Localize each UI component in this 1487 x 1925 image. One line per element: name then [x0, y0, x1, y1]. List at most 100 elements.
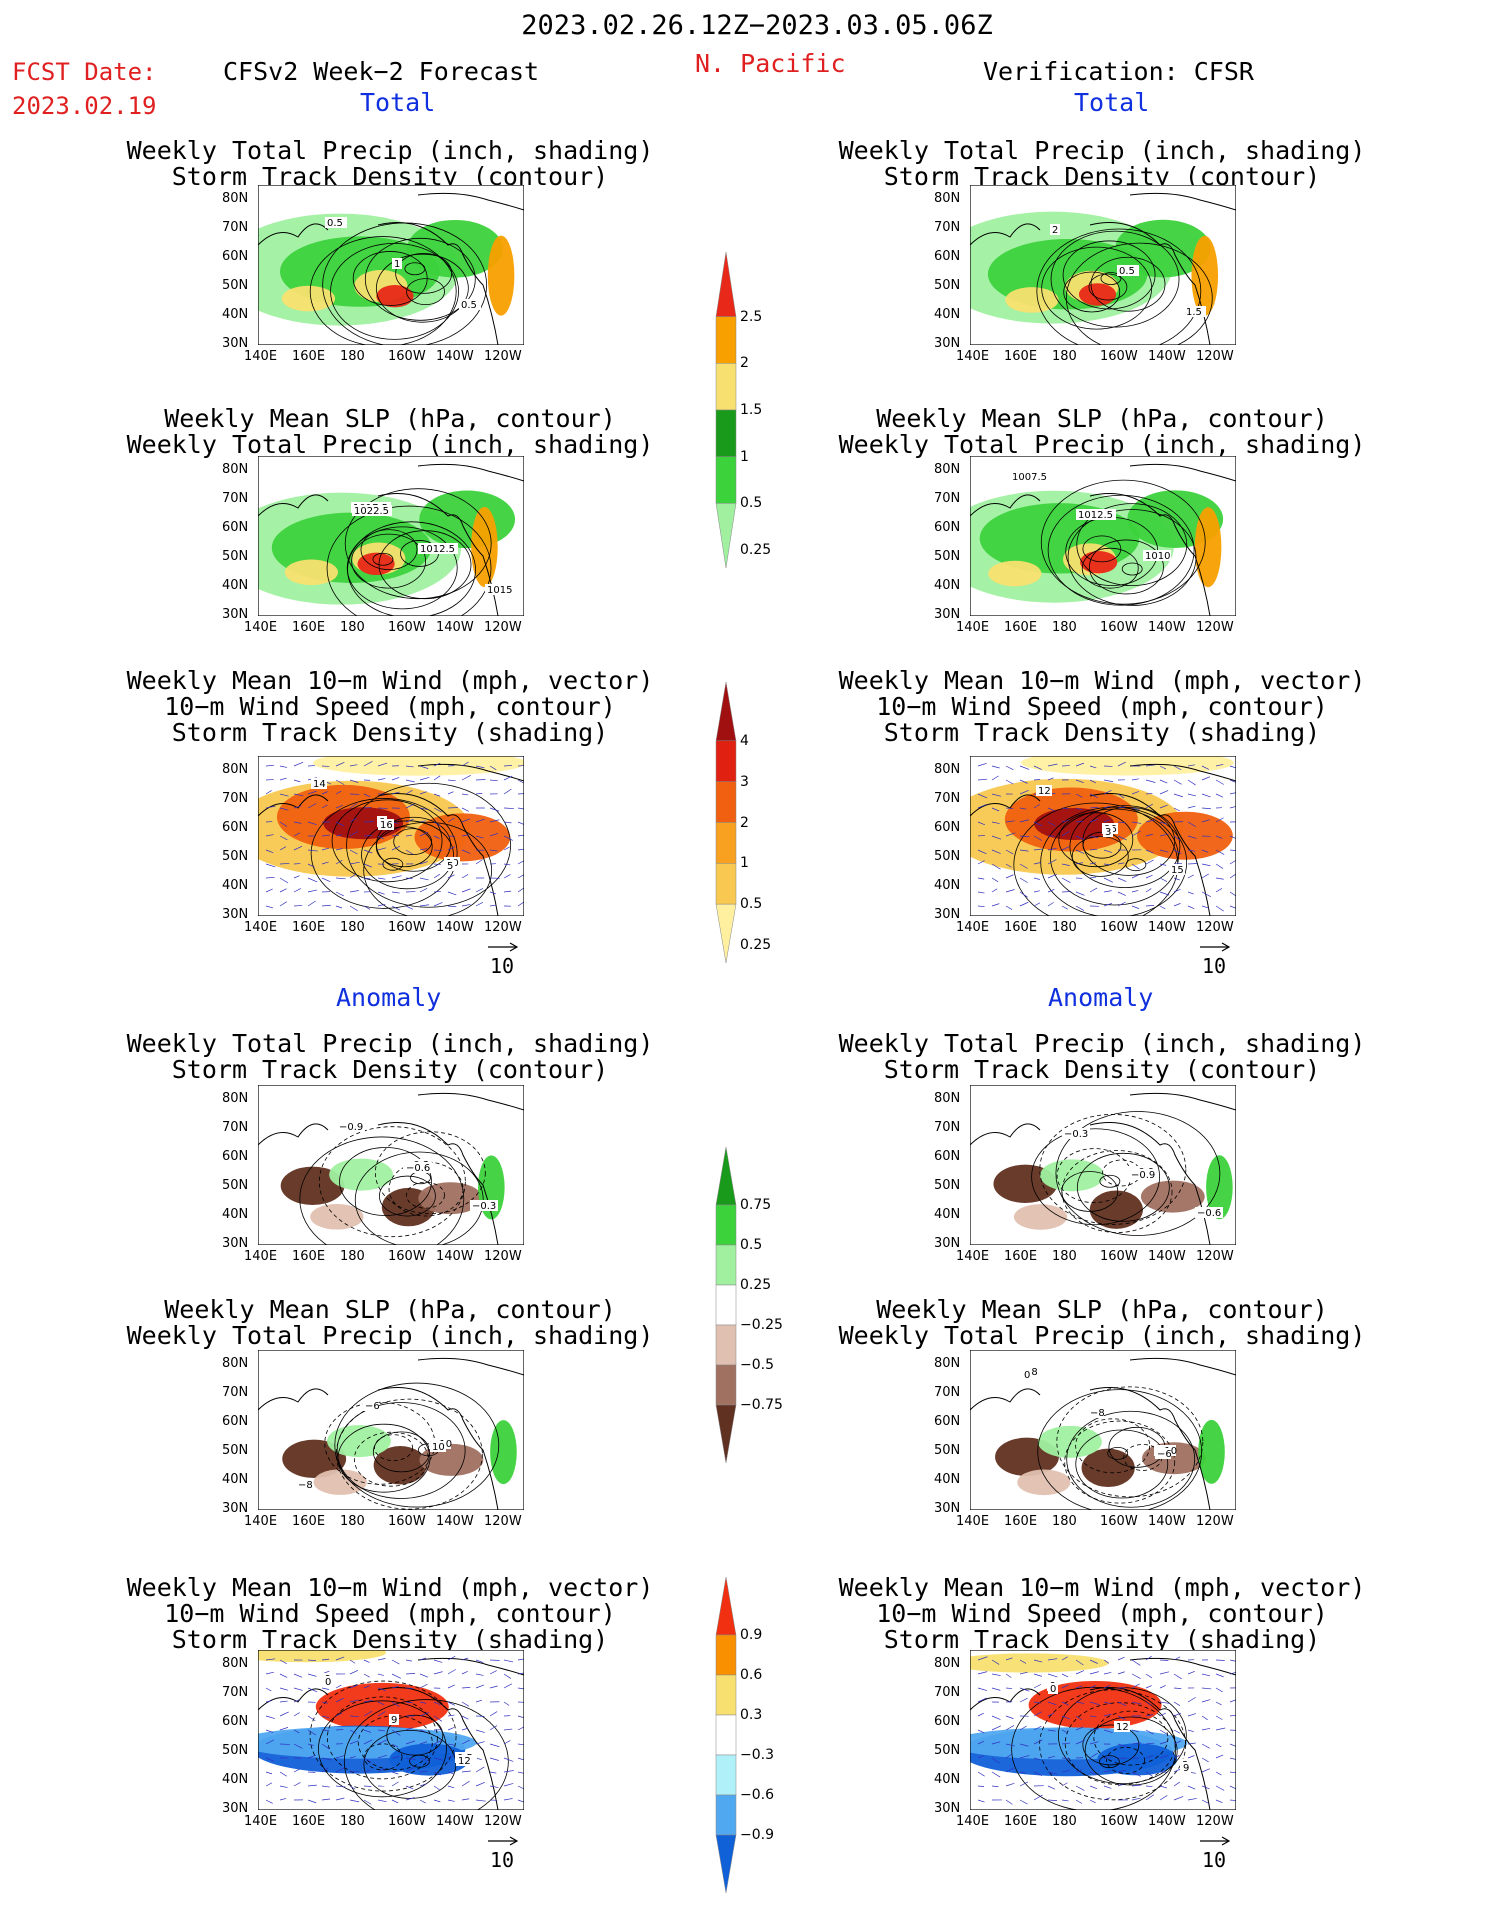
contour-label: 10 — [432, 1442, 445, 1453]
colorbar-label: 0.5 — [740, 495, 763, 512]
lon-tick-label: 140W — [436, 349, 474, 364]
vector-ref-value: 10 — [1202, 954, 1227, 978]
map-vf-total-slp: 1012.5 1010 1007.5 — [970, 456, 1236, 616]
lat-tick-label: 40N — [934, 1207, 961, 1222]
lon-tick-label: 120W — [1196, 1814, 1234, 1829]
lat-tick-label: 50N — [934, 849, 961, 864]
lon-tick-label: 160E — [1004, 620, 1038, 635]
contour-label: −0.9 — [1131, 1170, 1155, 1181]
lon-tick-label: 140E — [956, 1514, 990, 1529]
vector-ref-arrow — [488, 1836, 519, 1846]
colorbar-segment — [715, 1364, 737, 1406]
left-column-title: CFSv2 Week−2 Forecast — [223, 57, 540, 86]
lat-tick-label: 70N — [934, 1120, 961, 1135]
colorbar-segment — [715, 363, 737, 411]
section-total-right: Total — [1074, 88, 1150, 117]
contour-label: 12 — [1116, 1722, 1129, 1733]
lat-tick-label: 70N — [934, 220, 961, 235]
lat-tick-label: 80N — [934, 1091, 961, 1106]
lon-tick-label: 140E — [244, 620, 278, 635]
lon-tick-label: 120W — [1196, 920, 1234, 935]
contour-label: 2 — [1052, 225, 1058, 236]
lat-tick-label: 60N — [222, 520, 249, 535]
lat-tick-label: 60N — [222, 1714, 249, 1729]
lat-tick-label: 70N — [934, 1385, 961, 1400]
colorbar-segment — [715, 1244, 737, 1286]
lat-tick-label: 30N — [222, 1501, 249, 1516]
contour-label: 5 — [447, 861, 453, 872]
panel-title-line: Storm Track Density (contour) — [883, 1055, 1321, 1084]
contour-label: −8 — [1090, 1408, 1105, 1419]
panel-title-line: Weekly Total Precip (inch, shading) — [126, 136, 654, 165]
lon-tick-label: 120W — [1196, 620, 1234, 635]
colorbar-precip-anomaly — [715, 1146, 737, 1464]
contour-label: 1 — [394, 259, 400, 270]
lat-tick-label: 80N — [934, 191, 961, 206]
panel-title-line: Weekly Total Precip (inch, shading) — [838, 136, 1366, 165]
contour-label: 15 — [1171, 865, 1184, 876]
lon-tick-label: 180 — [1052, 1814, 1077, 1829]
panel-title-line: Weekly Total Precip (inch, shading) — [838, 1029, 1366, 1058]
colorbar-segment — [715, 1674, 737, 1716]
colorbar-segment — [715, 1714, 737, 1756]
lon-tick-label: 160W — [388, 1814, 426, 1829]
lon-tick-label: 120W — [484, 620, 522, 635]
panel-title-line: Storm Track Density (shading) — [171, 1625, 609, 1654]
colorbar-storm-density-anomaly — [715, 1576, 737, 1894]
contour-label: −0.3 — [472, 1201, 496, 1212]
map-vf-total-wind: 9615123 — [970, 756, 1236, 916]
panel-title-line: 10−m Wind Speed (mph, contour) — [164, 1599, 616, 1628]
colorbar-segment — [715, 1284, 737, 1326]
lat-tick-label: 70N — [222, 1120, 249, 1135]
colorbar-label: 0.6 — [740, 1667, 763, 1683]
map-vf-anom-wind: 361290 — [970, 1650, 1236, 1810]
lon-tick-label: 120W — [1196, 1514, 1234, 1529]
lon-tick-label: 180 — [1052, 1249, 1077, 1264]
colorbar-segment — [715, 456, 737, 504]
contour-label: 12 — [458, 1756, 471, 1767]
lon-tick-label: 160W — [388, 1514, 426, 1529]
lon-tick-label: 140E — [244, 1249, 278, 1264]
contour-label: 1007.5 — [1012, 472, 1047, 483]
lon-tick-label: 180 — [340, 1814, 365, 1829]
lat-tick-label: 40N — [222, 1772, 249, 1787]
lat-tick-label: 80N — [222, 462, 249, 477]
panel-title-line: 10−m Wind Speed (mph, contour) — [164, 692, 616, 721]
colorbar-label: 1 — [740, 448, 749, 465]
lon-tick-label: 160W — [388, 920, 426, 935]
panel-title-line: Weekly Total Precip (inch, shading) — [838, 430, 1366, 459]
lat-tick-label: 40N — [934, 578, 961, 593]
colorbar-segment — [715, 1834, 737, 1894]
contour-label: 0 — [1050, 1684, 1056, 1695]
colorbar-segment — [715, 1204, 737, 1246]
fcst-date-value: 2023.02.19 — [12, 92, 157, 120]
map-fc-anom-slp: −10−8−610 — [258, 1350, 524, 1510]
contour-label: 16 — [380, 820, 393, 831]
lon-tick-label: 140W — [1148, 1514, 1186, 1529]
colorbar-label: 1 — [740, 855, 749, 872]
lat-tick-label: 50N — [222, 549, 249, 564]
lat-tick-label: 40N — [934, 1472, 961, 1487]
panel-title-line: Weekly Total Precip (inch, shading) — [126, 430, 654, 459]
contour-label: 1012.5 — [1078, 510, 1113, 521]
panel-title-line: 10−m Wind Speed (mph, contour) — [876, 692, 1328, 721]
panel-title-line: Weekly Total Precip (inch, shading) — [838, 1321, 1366, 1350]
lat-tick-label: 70N — [222, 1685, 249, 1700]
panel-title-line: 10−m Wind Speed (mph, contour) — [876, 1599, 1328, 1628]
colorbar-label: 0.25 — [740, 542, 772, 558]
section-anomaly-left: Anomaly — [336, 983, 442, 1012]
colorbar-segment — [715, 863, 737, 905]
colorbar-label: −0.25 — [740, 1317, 783, 1333]
lon-tick-label: 140W — [1148, 920, 1186, 935]
vector-ref-value: 10 — [490, 1848, 515, 1872]
contour-label: 12 — [1038, 786, 1051, 797]
colorbar-segment — [715, 740, 737, 782]
lon-tick-label: 180 — [1052, 620, 1077, 635]
colorbar-segment — [715, 503, 737, 569]
colorbar-label: 0.75 — [740, 1197, 772, 1213]
lat-tick-label: 50N — [934, 1443, 961, 1458]
panel-title-line: Storm Track Density (contour) — [171, 1055, 609, 1084]
lon-tick-label: 140E — [956, 1249, 990, 1264]
lat-tick-label: 80N — [222, 191, 249, 206]
